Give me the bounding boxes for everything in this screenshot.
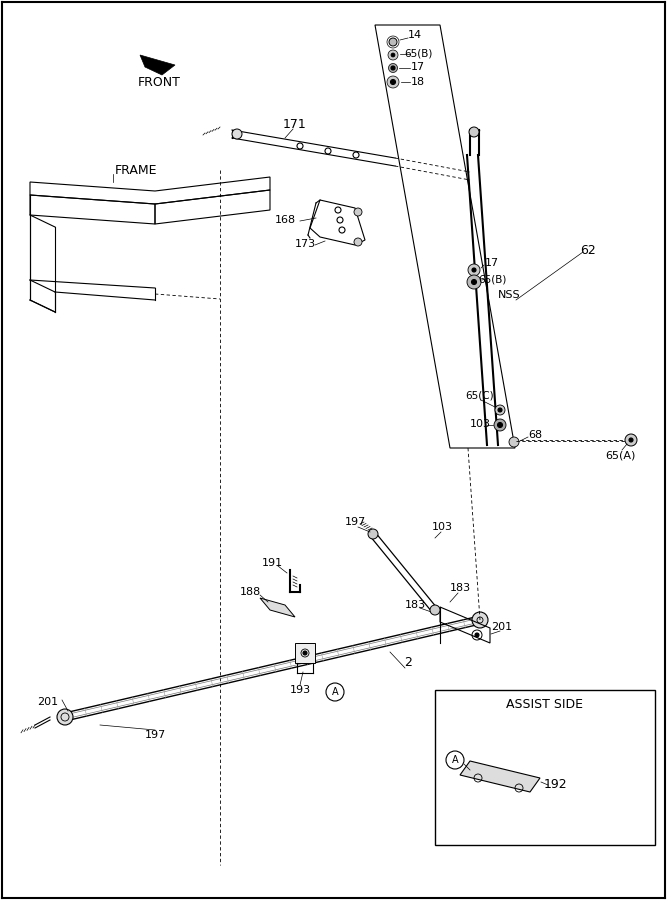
Text: 103: 103	[432, 522, 452, 532]
Text: 65(A): 65(A)	[605, 450, 635, 460]
Circle shape	[391, 66, 395, 70]
Text: 2: 2	[404, 656, 412, 670]
Text: 65(C): 65(C)	[466, 390, 494, 400]
Bar	[435, 690, 655, 845]
Circle shape	[468, 264, 480, 276]
Circle shape	[430, 605, 440, 615]
Text: ASSIST SIDE: ASSIST SIDE	[506, 698, 584, 712]
Text: 193: 193	[289, 685, 311, 695]
Circle shape	[469, 127, 479, 137]
Text: 201: 201	[37, 697, 59, 707]
Text: 171: 171	[283, 118, 307, 130]
Circle shape	[467, 275, 481, 289]
Circle shape	[509, 437, 519, 447]
Text: 62: 62	[580, 244, 596, 256]
Text: 173: 173	[294, 239, 315, 249]
Circle shape	[495, 405, 505, 415]
Circle shape	[472, 280, 476, 284]
Text: FRONT: FRONT	[138, 76, 181, 88]
Text: 65(B): 65(B)	[404, 48, 432, 58]
Text: 65(B): 65(B)	[478, 274, 506, 284]
Text: 103: 103	[470, 419, 490, 429]
Polygon shape	[260, 598, 295, 617]
Text: 168: 168	[274, 215, 295, 225]
Text: 197: 197	[144, 730, 165, 740]
Text: 188: 188	[239, 587, 261, 597]
Text: 17: 17	[485, 258, 499, 268]
Circle shape	[388, 64, 398, 73]
Circle shape	[472, 612, 488, 628]
Text: NSS: NSS	[498, 290, 521, 300]
Circle shape	[57, 709, 73, 725]
Text: 192: 192	[543, 778, 567, 791]
Circle shape	[494, 419, 506, 431]
Text: FRAME: FRAME	[115, 164, 157, 176]
Circle shape	[387, 76, 399, 88]
Circle shape	[354, 208, 362, 216]
Circle shape	[391, 53, 395, 57]
Text: 201: 201	[492, 622, 512, 632]
Text: 183: 183	[450, 583, 470, 593]
Polygon shape	[460, 761, 540, 792]
Circle shape	[354, 238, 362, 246]
Text: A: A	[331, 687, 338, 697]
Circle shape	[625, 434, 637, 446]
Circle shape	[498, 408, 502, 412]
Text: 191: 191	[261, 558, 283, 568]
Circle shape	[498, 422, 502, 427]
Text: 18: 18	[411, 77, 425, 87]
Circle shape	[472, 268, 476, 272]
Text: 14: 14	[408, 30, 422, 40]
Text: 68: 68	[528, 430, 542, 440]
Text: 197: 197	[344, 517, 366, 527]
Polygon shape	[295, 643, 315, 663]
Circle shape	[303, 651, 307, 655]
Circle shape	[388, 50, 398, 60]
Circle shape	[368, 529, 378, 539]
Circle shape	[475, 633, 479, 637]
Text: 17: 17	[411, 62, 425, 72]
Polygon shape	[140, 55, 175, 75]
Circle shape	[389, 38, 397, 46]
Circle shape	[629, 438, 633, 442]
Circle shape	[232, 129, 242, 139]
Text: A: A	[452, 755, 458, 765]
Text: 183: 183	[404, 600, 426, 610]
Circle shape	[390, 79, 396, 85]
